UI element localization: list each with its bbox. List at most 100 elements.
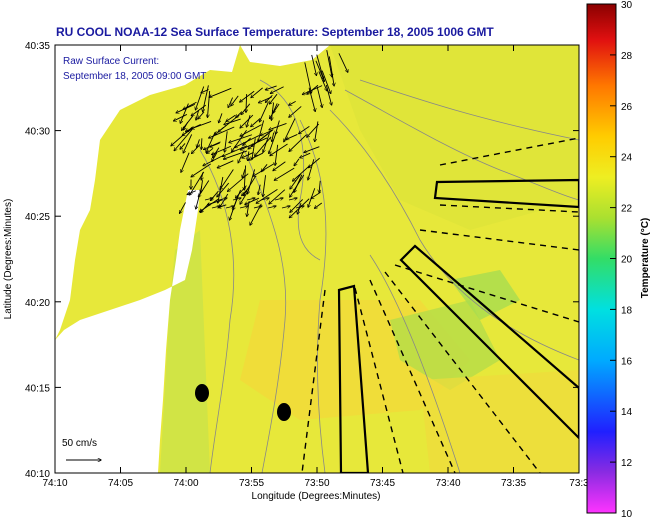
current-vector xyxy=(260,130,271,135)
current-vector xyxy=(195,86,205,110)
current-vector xyxy=(206,132,216,152)
current-vector xyxy=(218,114,240,132)
map-panel xyxy=(55,45,579,473)
colorbar-tick-label: 14 xyxy=(621,407,633,418)
current-vector xyxy=(288,198,297,200)
current-vector xyxy=(325,84,331,105)
current-vector xyxy=(297,202,302,214)
current-vector xyxy=(191,104,207,116)
current-vector xyxy=(321,70,331,94)
current-vector xyxy=(294,158,300,166)
current-vector xyxy=(183,134,193,153)
colorbar-tick-label: 20 xyxy=(621,255,633,266)
current-vector xyxy=(319,180,320,193)
colorbar-tick-label: 16 xyxy=(621,356,633,367)
colorbar-tick-label: 26 xyxy=(621,102,633,113)
current-vector xyxy=(269,189,286,204)
x-tick-label: 73:40 xyxy=(435,478,460,489)
current-vector xyxy=(176,103,196,112)
current-vector xyxy=(209,87,232,97)
current-vector xyxy=(217,160,234,168)
current-vector xyxy=(300,152,311,158)
current-vector xyxy=(326,50,332,77)
current-vector xyxy=(197,139,200,147)
current-vector xyxy=(196,186,203,208)
current-vector xyxy=(299,125,310,133)
current-vector xyxy=(174,128,193,150)
land-north xyxy=(55,45,240,340)
current-vector xyxy=(212,145,232,154)
colorbar-tick-label: 18 xyxy=(621,305,633,316)
current-vector xyxy=(186,123,201,131)
current-vector xyxy=(238,150,245,163)
current-vector xyxy=(304,62,312,93)
current-vector xyxy=(289,106,302,117)
x-tick-label: 74:00 xyxy=(173,478,198,489)
current-vector xyxy=(290,199,303,212)
current-vector xyxy=(225,206,234,208)
current-vector xyxy=(274,198,283,200)
y-tick-label: 40:10 xyxy=(25,469,50,480)
current-vector xyxy=(276,120,280,135)
current-vector xyxy=(308,87,315,112)
colorbar-tick-label: 24 xyxy=(621,153,633,164)
current-vector xyxy=(211,206,220,208)
current-vector xyxy=(270,143,288,156)
scale-label: 50 cm/s xyxy=(62,438,97,449)
colorbar-ticks: 30 28 26 24 22 20 18 16 14 12 10 xyxy=(610,0,633,518)
current-vector xyxy=(223,150,248,159)
colorbar: 30 28 26 24 22 20 18 16 14 12 10 Temperature (°C) xyxy=(586,0,651,518)
current-vector xyxy=(244,175,257,196)
current-vector xyxy=(315,121,319,141)
dashed-lines xyxy=(301,137,579,473)
current-vector xyxy=(293,165,311,181)
current-vector xyxy=(241,103,251,115)
current-vector xyxy=(289,101,296,105)
current-vector xyxy=(174,114,188,121)
current-vector xyxy=(260,198,269,200)
colorbar-tick-label: 10 xyxy=(621,509,633,518)
station-dot-1 xyxy=(195,384,209,402)
current-vector xyxy=(273,161,286,171)
current-vector xyxy=(204,198,213,200)
current-vector xyxy=(258,184,261,195)
current-vector xyxy=(224,118,241,125)
inset-line-1: Raw Surface Current: xyxy=(63,56,159,67)
current-vector xyxy=(243,137,252,145)
current-vector xyxy=(315,202,323,208)
current-vector xyxy=(263,175,267,196)
current-vector xyxy=(246,198,255,200)
current-vector xyxy=(201,138,202,149)
current-vector xyxy=(275,144,279,165)
x-tick-label: 74:10 xyxy=(42,478,67,489)
x-axis-ticks: 74:10 74:05 74:00 73:55 73:50 73:45 73:40 73:35… xyxy=(42,45,589,489)
x-tick-label: 73:45 xyxy=(370,478,395,489)
current-vector xyxy=(284,118,296,141)
x-tick-label: 73:35 xyxy=(501,478,526,489)
current-vector xyxy=(239,206,248,208)
current-vector xyxy=(190,171,205,195)
colorbar-tick-label: 22 xyxy=(621,204,633,215)
y-tick-label: 40:25 xyxy=(25,212,50,223)
current-vector xyxy=(271,102,275,121)
y-axis-ticks: 40:35 40:30 40:25 40:20 40:15 40:10 xyxy=(25,41,579,480)
current-vector xyxy=(242,151,254,158)
current-vector xyxy=(218,198,227,200)
y-tick-label: 40:35 xyxy=(25,41,50,52)
current-vector xyxy=(269,93,278,104)
current-vectors xyxy=(171,50,348,225)
current-vector xyxy=(207,147,214,153)
current-vector xyxy=(267,206,276,208)
current-vector xyxy=(182,115,194,130)
current-vector xyxy=(191,163,211,177)
current-vector xyxy=(200,198,219,212)
current-vector xyxy=(274,167,295,180)
x-axis-label: Longitude (Degrees:Minutes) xyxy=(252,491,381,502)
colorbar-gradient xyxy=(586,3,617,514)
current-vector xyxy=(259,96,272,103)
current-vector xyxy=(256,188,278,203)
current-vector xyxy=(251,129,274,146)
current-vector xyxy=(228,97,234,108)
current-vector xyxy=(316,86,322,108)
